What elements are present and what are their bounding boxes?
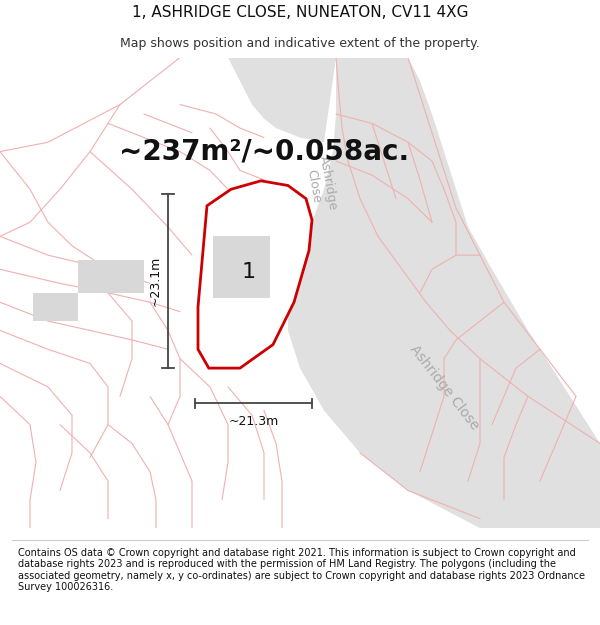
Text: Contains OS data © Crown copyright and database right 2021. This information is : Contains OS data © Crown copyright and d… — [18, 548, 585, 592]
Polygon shape — [213, 236, 270, 298]
Text: Ashridge Close: Ashridge Close — [407, 342, 481, 432]
Text: ~23.1m: ~23.1m — [148, 256, 161, 306]
Polygon shape — [288, 58, 600, 528]
Text: 1, ASHRIDGE CLOSE, NUNEATON, CV11 4XG: 1, ASHRIDGE CLOSE, NUNEATON, CV11 4XG — [132, 5, 468, 20]
Text: Map shows position and indicative extent of the property.: Map shows position and indicative extent… — [120, 37, 480, 49]
Polygon shape — [228, 58, 336, 142]
Text: ~21.3m: ~21.3m — [229, 415, 278, 428]
Text: 1: 1 — [242, 262, 256, 282]
Text: Ashridge
Close: Ashridge Close — [302, 155, 340, 214]
Polygon shape — [198, 181, 312, 368]
Polygon shape — [33, 292, 78, 321]
Polygon shape — [78, 260, 144, 292]
Text: ~237m²/~0.058ac.: ~237m²/~0.058ac. — [119, 138, 409, 166]
